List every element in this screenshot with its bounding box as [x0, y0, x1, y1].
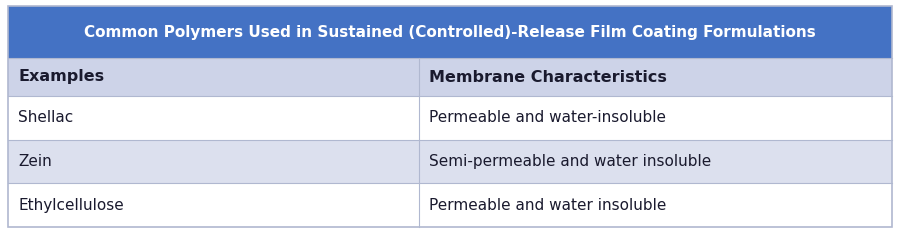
- Text: Zein: Zein: [18, 154, 52, 169]
- Bar: [8, 183, 892, 227]
- Bar: [8, 6, 892, 58]
- Text: Ethylcellulose: Ethylcellulose: [18, 198, 124, 213]
- Bar: [8, 58, 892, 96]
- Text: Common Polymers Used in Sustained (Controlled)-Release Film Coating Formulations: Common Polymers Used in Sustained (Contr…: [84, 24, 816, 40]
- Text: Permeable and water-insoluble: Permeable and water-insoluble: [429, 110, 666, 125]
- Text: Semi-permeable and water insoluble: Semi-permeable and water insoluble: [429, 154, 711, 169]
- Bar: [8, 96, 892, 140]
- Text: Membrane Characteristics: Membrane Characteristics: [429, 69, 667, 85]
- Text: Permeable and water insoluble: Permeable and water insoluble: [429, 198, 666, 213]
- Bar: [8, 140, 892, 183]
- Text: Examples: Examples: [18, 69, 104, 85]
- Text: Shellac: Shellac: [18, 110, 73, 125]
